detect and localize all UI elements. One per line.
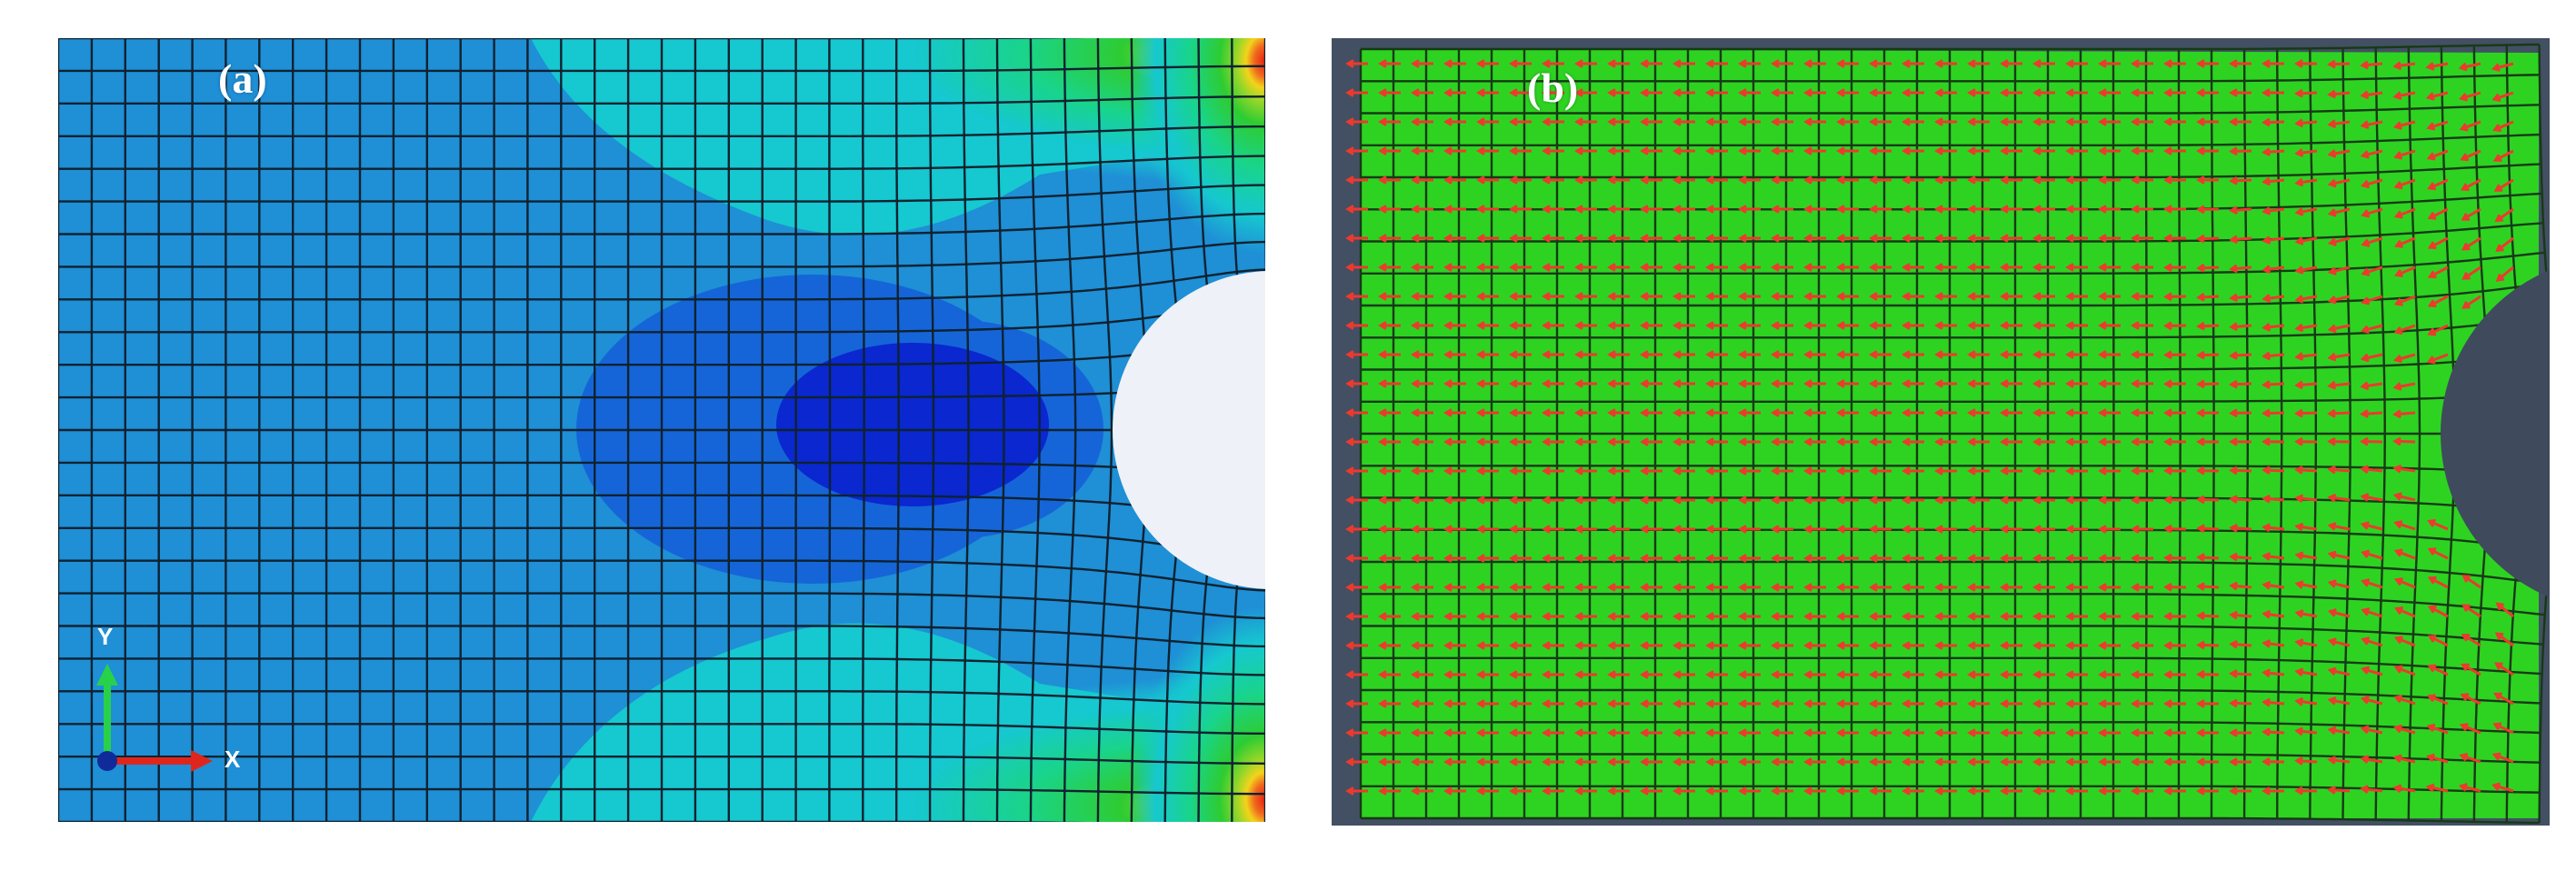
arrow-field (1345, 59, 2514, 796)
hole (2441, 270, 2550, 597)
panel-label-a: (a) (218, 55, 267, 102)
hole (1113, 271, 1265, 589)
vector-plot-panel: (b) (1332, 38, 2550, 826)
x-axis-label: X (225, 746, 241, 773)
mesh-grid (1359, 43, 2550, 825)
y-axis-label: Y (97, 623, 114, 650)
contour-plot-panel: (a) Y X (58, 38, 1265, 822)
panel-label-b: (b) (1527, 65, 1579, 111)
contour-plot-canvas (58, 38, 1265, 822)
vector-plot-canvas (1332, 38, 2550, 826)
coordinate-triad (96, 664, 213, 772)
